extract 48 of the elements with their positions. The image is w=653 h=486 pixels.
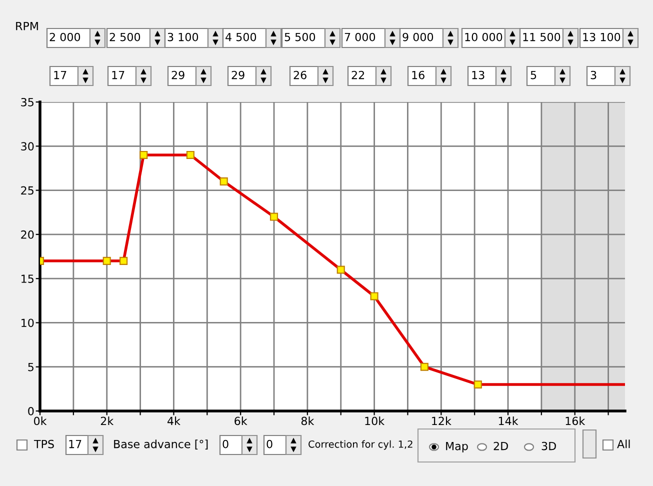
text: 4 500 <box>226 32 256 42</box>
text: 22 <box>352 70 364 80</box>
text: 13 100 <box>583 32 620 42</box>
x-tick-label: 2k <box>100 416 114 425</box>
text: 3 100 <box>168 32 198 42</box>
x-tick-label: 10k <box>365 416 385 426</box>
text: Correction for cyl. 1,2 <box>308 440 412 450</box>
text: 5 500 <box>284 32 316 42</box>
x-tick-label: 16k <box>566 416 586 426</box>
text: 2D <box>494 442 508 450</box>
text: 3D <box>542 442 556 450</box>
text: 7 000 <box>344 32 376 42</box>
x-tick-label: 14k <box>498 416 518 425</box>
text: 26 <box>294 70 306 80</box>
text: 2 500 <box>110 32 140 42</box>
y-tick-label: 15 <box>22 274 34 283</box>
text: 0 <box>266 440 272 448</box>
y-tick-label: 35 <box>21 98 34 106</box>
text: 0 <box>222 440 228 448</box>
text: 29 <box>172 70 184 80</box>
y-tick-label: 0 <box>28 406 34 416</box>
text: Map <box>446 442 468 452</box>
y-tick-label: 20 <box>21 230 34 239</box>
text: 10 000 <box>465 32 502 42</box>
text: 17 <box>69 440 82 448</box>
text: 11 500 <box>523 32 560 42</box>
text: 5 <box>530 70 536 80</box>
text: Base advance [°] <box>114 440 208 450</box>
text: 29 <box>232 70 244 80</box>
y-tick-label: 30 <box>21 142 34 151</box>
x-tick-label: 4k <box>168 416 180 425</box>
text: All <box>617 440 630 448</box>
text: 3 <box>590 70 596 80</box>
text: 17 <box>112 70 124 80</box>
y-tick-label: 25 <box>21 186 34 195</box>
text: 9 000 <box>402 32 434 42</box>
text: 13 <box>472 70 484 80</box>
text: 2 000 <box>50 32 80 42</box>
text: 16 <box>412 70 424 80</box>
x-tick-label: 6k <box>234 416 248 426</box>
y-tick-label: 5 <box>28 362 34 372</box>
text: 17 <box>54 70 66 80</box>
x-tick-label: 0k <box>34 416 47 426</box>
text: TPS <box>34 440 54 448</box>
x-tick-label: 12k <box>432 416 452 425</box>
text: RPM <box>16 22 38 30</box>
x-tick-label: 8k <box>301 416 314 426</box>
y-tick-label: 10 <box>22 318 34 328</box>
